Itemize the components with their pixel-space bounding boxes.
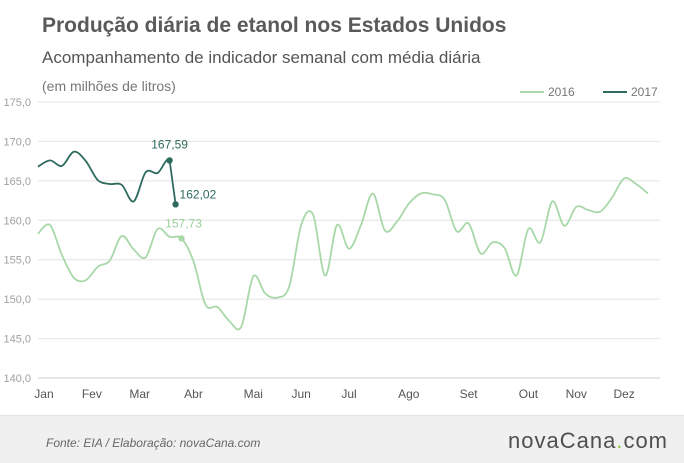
x-tick-label: Abr [184, 387, 203, 401]
series-2017-last-label: 162,02 [180, 187, 217, 201]
legend-label-2016: 2016 [548, 85, 575, 99]
brand-part-dot: . [616, 428, 624, 453]
brand-logo: novaCana.com [508, 428, 668, 454]
series-2016-point-label: 157,73 [165, 216, 202, 230]
series-2017-peak-label: 167,59 [151, 137, 188, 151]
series-2016-last-point [178, 235, 185, 242]
y-tick-label: 170,0 [3, 136, 31, 148]
brand-part-com: com [623, 428, 668, 453]
x-tick-label: Jun [291, 387, 310, 401]
x-tick-label: Nov [566, 387, 587, 401]
series-2017-line [37, 150, 177, 205]
source-note: Fonte: EIA / Elaboração: novaCana.com [46, 436, 261, 450]
x-tick-label: Set [460, 387, 479, 401]
x-tick-label: Ago [398, 387, 420, 401]
series-2017-last-point [172, 201, 179, 208]
x-tick-label: Mar [129, 387, 150, 401]
chart-subtitle: Acompanhamento de indicador semanal com … [42, 48, 481, 67]
y-tick-label: 155,0 [3, 255, 31, 267]
y-tick-label: 160,0 [3, 215, 31, 227]
chart-title: Produção diária de etanol nos Estados Un… [42, 14, 507, 37]
x-tick-label: Dez [613, 387, 634, 401]
line-chart: 140,0 145,0 150,0 155,0 160,0 165,0 170,0 175,0… [3, 85, 660, 401]
footer: Fonte: EIA / Elaboração: novaCana.com no… [0, 415, 684, 463]
legend-label-2017: 2017 [631, 85, 658, 99]
y-tick-label: 140,0 [3, 373, 31, 385]
series-2017-peak-point [166, 157, 173, 164]
x-tick-label: Out [519, 387, 539, 401]
x-tick-label: Jul [341, 387, 356, 401]
unit-label: (em milhões de litros) [42, 78, 176, 94]
y-tick-label: 145,0 [3, 334, 31, 346]
x-tick-label: Jan [34, 387, 53, 401]
brand-part-cana: Cana [559, 428, 617, 453]
series-2016-line [37, 177, 649, 331]
y-tick-label: 150,0 [3, 294, 31, 306]
x-tick-label: Fev [82, 387, 102, 401]
y-tick-label: 165,0 [3, 176, 31, 188]
brand-part-nova: nova [508, 428, 560, 453]
x-tick-label: Mai [244, 387, 263, 401]
y-tick-label: 175,0 [3, 97, 31, 109]
